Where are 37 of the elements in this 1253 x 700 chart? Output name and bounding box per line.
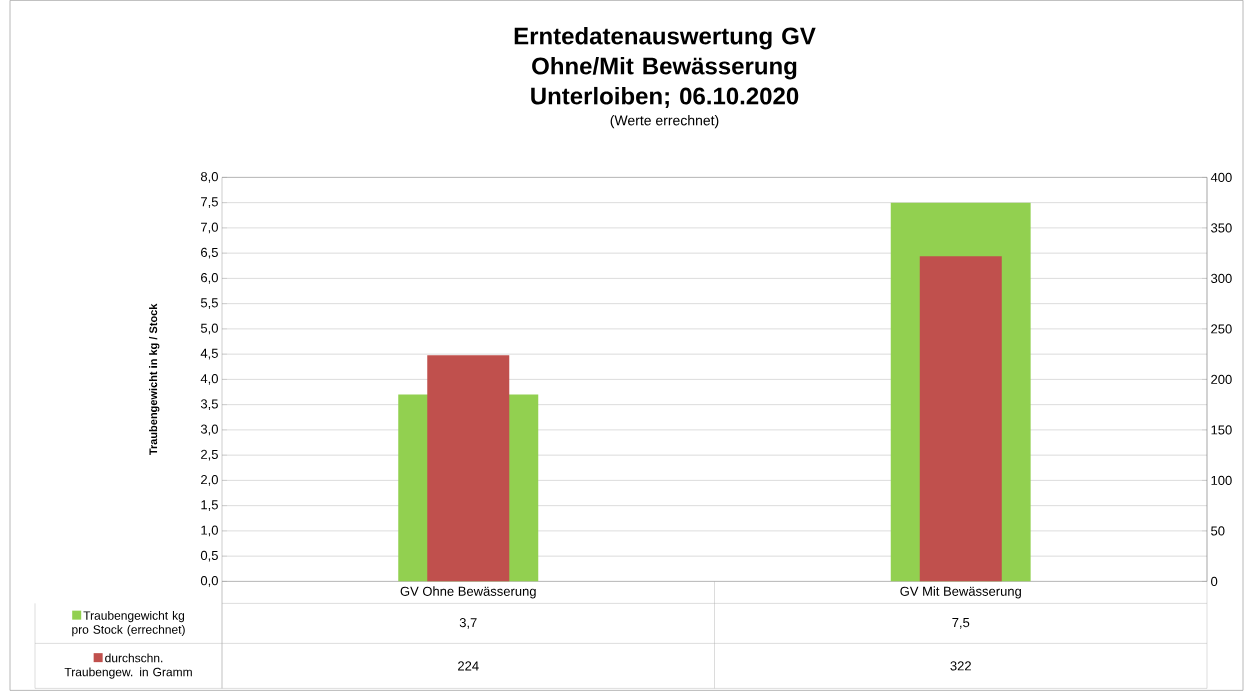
- y-tick-label: 7,5: [201, 197, 218, 208]
- y-tick-label: 4,5: [200, 348, 218, 360]
- x-tick-label: GV Ohne Bewässerung: [400, 586, 536, 599]
- y-tick-label: 4,0: [200, 373, 218, 385]
- y-tick-label: 8,0: [200, 171, 218, 183]
- chart-title: Erntedatenauswertung GV Ohne/Mit Bewässerung Unterloiben; 06.10.2020: [514, 26, 816, 108]
- y-tick-label: 2,5: [201, 449, 218, 461]
- y2-tick-label: 400: [1210, 172, 1232, 182]
- y2-tick-label: 150: [1211, 425, 1232, 435]
- legend-label: Traubengewicht kg pro Stock (errechnet): [72, 610, 185, 636]
- y-tick-label: 5,5: [200, 298, 218, 309]
- y2-tick-label: 250: [1211, 324, 1232, 334]
- y2-tick-label: 100: [1211, 475, 1232, 485]
- y-tick-label: 5,0: [200, 323, 218, 335]
- data-label: 322: [950, 661, 971, 671]
- y-tick-label: 0,0: [200, 575, 218, 587]
- y-axis-title: Traubengewicht in kg / Stock: [149, 303, 160, 455]
- y-tick-label: 6,5: [201, 247, 218, 259]
- data-label: 224: [458, 661, 479, 671]
- y-tick-label: 3,0: [200, 424, 218, 436]
- y2-tick-label: 300: [1211, 273, 1232, 283]
- y-tick-label: 2,0: [201, 474, 218, 486]
- y-tick-label: 6,0: [201, 272, 218, 284]
- y-tick-label: 0,5: [200, 550, 218, 562]
- chart-subtitle: (Werte errechnet): [610, 114, 719, 128]
- y-tick-label: 7,0: [201, 222, 218, 234]
- y2-tick-label: 350: [1211, 223, 1232, 233]
- y-tick-label: 1,0: [201, 525, 218, 537]
- y2-tick-label: 0: [1211, 576, 1218, 586]
- legend-label: durchschn. Traubengew. in Gramm: [64, 653, 192, 679]
- y-tick-label: 1,5: [201, 500, 218, 511]
- y2-tick-label: 200: [1211, 374, 1232, 384]
- x-tick-label: GV Mit Bewässerung: [900, 586, 1021, 599]
- data-label: 7,5: [952, 617, 970, 629]
- y2-tick-label: 50: [1211, 526, 1225, 536]
- data-label: 3,7: [459, 617, 477, 629]
- y-tick-label: 3,5: [200, 399, 218, 410]
